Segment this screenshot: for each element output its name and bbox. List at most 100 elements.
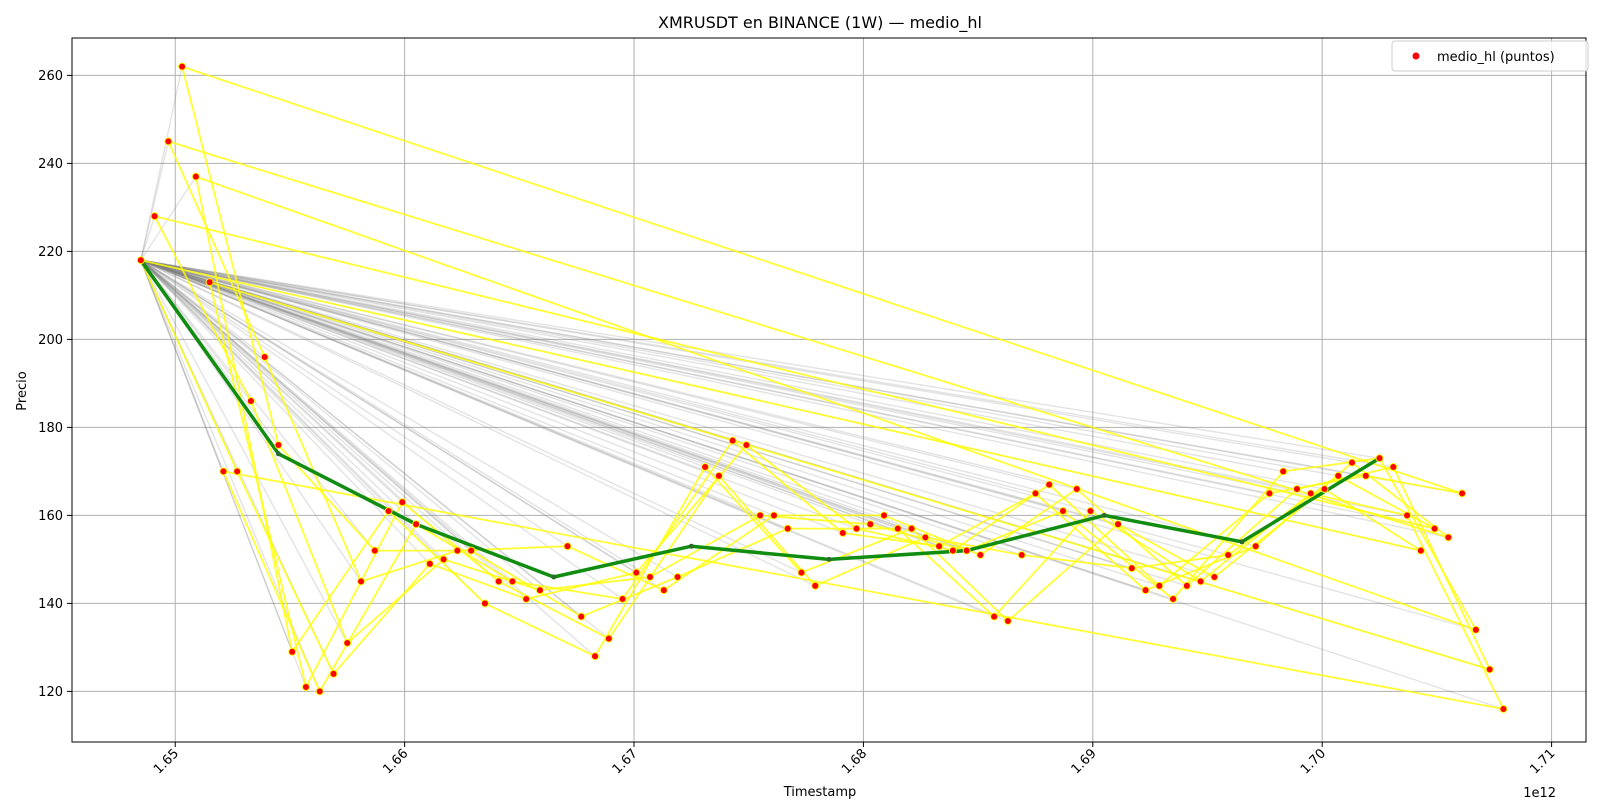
gray-ray	[140, 259, 1022, 556]
data-point	[164, 137, 173, 146]
yellow-path-layer	[139, 65, 1505, 710]
yellow-path-segment	[139, 259, 238, 472]
yellow-path-segment	[429, 562, 527, 600]
data-point	[797, 568, 806, 577]
yellow-path-segment	[567, 545, 665, 592]
yellow-path-segment	[318, 523, 417, 692]
yellow-path-segment	[718, 475, 816, 587]
gray-ray	[140, 259, 1325, 490]
data-point	[907, 524, 916, 533]
data-point	[1072, 485, 1081, 493]
data-point	[1169, 595, 1178, 603]
yellow-path-segment	[167, 141, 266, 358]
gray-ray	[140, 259, 541, 591]
gray-ray	[140, 259, 857, 530]
yellow-path-segment	[1186, 488, 1298, 587]
yellow-path-segment	[842, 532, 940, 548]
gray-ray	[140, 259, 623, 600]
x-axis-label: Timestamp	[783, 785, 857, 800]
grid-layer	[72, 38, 1586, 742]
gray-ray	[140, 259, 1366, 477]
gray-ray	[140, 259, 1408, 517]
yellow-path-segment	[1090, 510, 1202, 583]
data-point	[1348, 458, 1356, 467]
yellow-path-segment	[760, 514, 871, 526]
yellow-path-segment	[1117, 523, 1215, 578]
gray-ray	[140, 259, 1477, 631]
yellow-path-segment	[1062, 510, 1174, 600]
gray-ray	[140, 259, 885, 517]
gray-ray	[140, 259, 376, 552]
yellow-path-segment	[263, 356, 362, 582]
y-tick-label: 200	[38, 333, 63, 348]
data-point	[1430, 524, 1439, 533]
yellow-path-segment	[966, 510, 1064, 552]
green-line-marker	[275, 451, 281, 457]
data-point	[769, 511, 778, 520]
gray-ray	[140, 259, 967, 552]
data-point	[591, 652, 599, 661]
data-point	[357, 577, 365, 586]
gray-ray	[140, 259, 403, 503]
yellow-path-segment	[801, 527, 912, 574]
data-point	[246, 397, 255, 405]
data-point	[1320, 485, 1329, 493]
data-point	[274, 441, 283, 449]
yellow-path-segment	[621, 440, 734, 600]
gray-ray	[140, 259, 210, 283]
yellow-path-segment	[1365, 474, 1463, 495]
yellow-path-segment	[539, 576, 651, 592]
data-point	[1210, 573, 1219, 581]
gray-ray	[140, 215, 156, 261]
data-point	[701, 463, 710, 471]
data-point	[453, 546, 462, 555]
yellow-path-segment	[194, 176, 294, 652]
data-point	[1196, 577, 1205, 586]
yellow-path-segment	[732, 439, 844, 534]
green-line-marker	[826, 556, 832, 562]
data-point	[480, 599, 489, 608]
y-axis-ticks: 120 140 160 180 200 220 240 260	[38, 69, 72, 700]
gray-ray	[140, 259, 472, 552]
gray-ray	[140, 259, 761, 517]
data-point	[1265, 489, 1274, 498]
gray-ray	[140, 259, 816, 587]
data-point	[811, 581, 820, 590]
data-point	[1155, 581, 1164, 590]
data-point	[219, 467, 228, 476]
data-point	[1444, 533, 1453, 542]
y-axis-label: Precio	[15, 371, 30, 410]
yellow-path-segment	[814, 536, 926, 587]
yellow-path-segment	[1378, 457, 1477, 631]
data-point	[673, 573, 682, 581]
data-point	[921, 533, 930, 542]
yellow-path-segment	[250, 400, 349, 644]
x-tick-label: 1.71	[1527, 746, 1558, 777]
y-tick-label: 180	[38, 421, 63, 436]
yellow-path-segment	[443, 558, 541, 592]
data-point	[948, 546, 957, 555]
data-point	[191, 172, 200, 181]
green-line-marker	[1239, 539, 1245, 545]
data-point	[329, 669, 338, 678]
gray-ray	[140, 259, 445, 560]
gray-ray	[140, 259, 1050, 486]
data-point	[1141, 586, 1150, 595]
data-point	[962, 546, 971, 555]
data-point	[1114, 520, 1122, 529]
gray-ray	[140, 259, 775, 517]
yellow-path-segment	[195, 175, 1477, 631]
gray-ray	[140, 259, 1091, 512]
gray-ray	[140, 259, 1036, 495]
gray-ray	[140, 259, 1064, 512]
yellow-path-segment	[1131, 554, 1229, 570]
gray-ray	[140, 259, 1339, 477]
x-tick-label: 1.70	[1298, 746, 1329, 777]
x-tick-label: 1.68	[839, 746, 870, 777]
data-point	[1485, 665, 1494, 674]
gray-ray	[140, 259, 321, 692]
gray-ray	[140, 259, 651, 578]
gray-ray	[140, 259, 678, 578]
data-point	[1375, 454, 1384, 463]
data-point	[728, 436, 737, 445]
